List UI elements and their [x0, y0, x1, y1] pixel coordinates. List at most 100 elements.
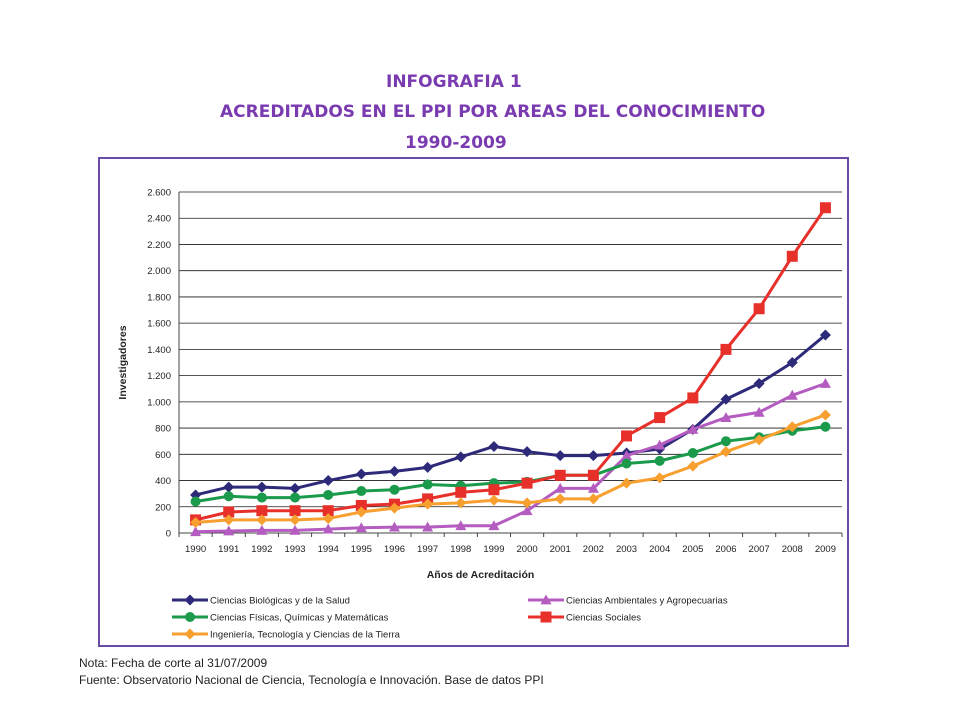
- chart-year-range: 1990-2009: [405, 133, 507, 153]
- data-point-ciencias-sociales: [289, 505, 301, 517]
- data-point-ciencias-biologicas-y-de-la-salud: [289, 482, 301, 494]
- x-tick-label: 2004: [649, 544, 670, 555]
- y-axis-title: Investigadores: [117, 325, 129, 399]
- data-point-ciencias-ambientales-y-agropecuarias: [289, 524, 301, 535]
- data-point-ciencias-ambientales-y-agropecuarias: [488, 520, 500, 531]
- x-tick-label: 2002: [583, 544, 604, 555]
- data-point-ciencias-sociales: [521, 477, 533, 489]
- data-point-ciencias-biologicas-y-de-la-salud: [422, 461, 434, 473]
- series-line-ciencias-sociales: [195, 206, 827, 522]
- data-point-ingenieria-tecnologia-y-ciencias-de-la-tierra: [554, 493, 566, 505]
- data-point-ciencias-ambientales-y-agropecuarias: [422, 521, 434, 532]
- series-line-ingenieria-tecnologia-y-ciencias-de-la-tierra: [195, 413, 826, 525]
- data-point-ciencias-sociales: [455, 486, 467, 498]
- data-point-ciencias-biologicas-y-de-la-salud: [322, 475, 334, 487]
- infographic-number: INFOGRAFIA 1: [386, 72, 522, 92]
- data-point-ingenieria-tecnologia-y-ciencias-de-la-tierra: [256, 514, 268, 526]
- x-tick-label: 1992: [251, 544, 272, 555]
- data-point-ingenieria-tecnologia-y-ciencias-de-la-tierra: [488, 494, 500, 506]
- data-point-ciencias-fisicas-quimicas-y-matematicas: [256, 492, 267, 503]
- data-point-ciencias-ambientales-y-agropecuarias: [455, 520, 467, 531]
- y-tick-label: 2.600: [147, 188, 171, 199]
- data-point-ciencias-ambientales-y-agropecuarias: [322, 523, 334, 534]
- y-tick-label: 200: [155, 502, 171, 513]
- data-point-ciencias-fisicas-quimicas-y-matematicas: [654, 455, 665, 466]
- data-point-ciencias-ambientales-y-agropecuarias: [753, 406, 765, 417]
- x-tick-label: 2000: [517, 544, 538, 555]
- data-point-ciencias-ambientales-y-agropecuarias: [223, 525, 235, 536]
- y-tick-label: 800: [155, 424, 171, 435]
- data-point-ciencias-sociales: [554, 469, 566, 481]
- y-tick-label: 400: [155, 476, 171, 487]
- data-point-ciencias-fisicas-quimicas-y-matematicas: [820, 421, 831, 432]
- y-tick-label: 1.000: [147, 397, 171, 408]
- x-tick-label: 2006: [715, 544, 736, 555]
- data-point-ciencias-fisicas-quimicas-y-matematicas: [290, 492, 301, 503]
- legend-marker-ciencias-sociales: [540, 611, 552, 623]
- data-point-ingenieria-tecnologia-y-ciencias-de-la-tierra: [687, 460, 699, 472]
- data-point-ciencias-sociales: [786, 250, 798, 262]
- data-point-ciencias-ambientales-y-agropecuarias: [388, 521, 400, 532]
- y-tick-label: 1.400: [147, 345, 171, 356]
- data-point-ciencias-biologicas-y-de-la-salud: [753, 377, 765, 389]
- data-point-ciencias-sociales: [322, 505, 334, 517]
- data-point-ciencias-biologicas-y-de-la-salud: [223, 481, 235, 493]
- data-point-ciencias-biologicas-y-de-la-salud: [786, 357, 798, 368]
- data-point-ciencias-biologicas-y-de-la-salud: [720, 393, 732, 405]
- x-tick-label: 2008: [782, 544, 803, 555]
- y-tick-label: 2.200: [147, 240, 171, 251]
- data-point-ciencias-sociales: [256, 505, 268, 517]
- data-point-ciencias-sociales: [720, 343, 732, 355]
- x-tick-label: 1994: [318, 544, 339, 555]
- x-tick-label: 2001: [550, 544, 571, 555]
- data-point-ciencias-ambientales-y-agropecuarias: [786, 389, 798, 400]
- data-point-ciencias-biologicas-y-de-la-salud: [554, 450, 566, 462]
- data-point-ingenieria-tecnologia-y-ciencias-de-la-tierra: [621, 477, 633, 489]
- data-point-ingenieria-tecnologia-y-ciencias-de-la-tierra: [289, 514, 301, 526]
- data-point-ciencias-ambientales-y-agropecuarias: [554, 482, 566, 493]
- data-point-ingenieria-tecnologia-y-ciencias-de-la-tierra: [223, 514, 235, 526]
- legend-marker-ciencias-biologicas-y-de-la-salud: [184, 594, 196, 606]
- data-point-ciencias-biologicas-y-de-la-salud: [587, 450, 599, 462]
- legend-marker-ciencias-ambientales-y-agropecuarias: [540, 594, 552, 605]
- data-point-ciencias-ambientales-y-agropecuarias: [687, 423, 699, 434]
- x-tick-label: 1993: [284, 544, 305, 555]
- data-point-ciencias-fisicas-quimicas-y-matematicas: [422, 479, 433, 490]
- data-point-ciencias-biologicas-y-de-la-salud: [455, 451, 467, 463]
- x-axis-title: Años de Acreditación: [427, 569, 535, 581]
- x-tick-label: 1990: [185, 544, 206, 555]
- data-point-ciencias-sociales: [587, 469, 599, 481]
- data-point-ciencias-ambientales-y-agropecuarias: [654, 439, 666, 450]
- data-point-ciencias-sociales: [488, 484, 500, 496]
- data-point-ingenieria-tecnologia-y-ciencias-de-la-tierra: [819, 409, 831, 421]
- data-point-ingenieria-tecnologia-y-ciencias-de-la-tierra: [455, 497, 467, 509]
- x-tick-label: 2005: [682, 544, 703, 555]
- line-chart: 0 200 400 600 800 1.000 1.200 1.400 1.600 1.800 2.…: [117, 188, 843, 641]
- data-point-ciencias-fisicas-quimicas-y-matematicas: [621, 458, 632, 469]
- x-tick-label: 1999: [483, 544, 504, 555]
- data-point-ingenieria-tecnologia-y-ciencias-de-la-tierra: [786, 421, 798, 433]
- data-point-ciencias-fisicas-quimicas-y-matematicas: [389, 484, 400, 495]
- data-point-ingenieria-tecnologia-y-ciencias-de-la-tierra: [521, 497, 533, 509]
- data-point-ciencias-ambientales-y-agropecuarias: [819, 377, 831, 388]
- x-tick-label: 1998: [450, 544, 471, 555]
- legend-label-ciencias-sociales: Ciencias Sociales: [566, 613, 641, 624]
- x-tick-label: 1996: [384, 544, 405, 555]
- legend-label-ciencias-ambientales-y-agropecuarias: Ciencias Ambientales y Agropecuarias: [566, 596, 728, 607]
- data-point-ciencias-sociales: [223, 506, 235, 518]
- data-point-ciencias-ambientales-y-agropecuarias: [587, 482, 599, 493]
- series-line-ciencias-fisicas-quimicas-y-matematicas: [195, 425, 826, 504]
- data-point-ingenieria-tecnologia-y-ciencias-de-la-tierra: [422, 498, 434, 510]
- y-tick-label: 1.800: [147, 292, 171, 303]
- data-point-ingenieria-tecnologia-y-ciencias-de-la-tierra: [587, 493, 599, 505]
- data-point-ciencias-fisicas-quimicas-y-matematicas: [687, 447, 698, 458]
- legend-marker-ciencias-fisicas-quimicas-y-matematicas: [185, 612, 195, 622]
- data-point-ciencias-sociales: [355, 499, 367, 511]
- data-point-ciencias-sociales: [621, 430, 633, 442]
- data-point-ciencias-biologicas-y-de-la-salud: [819, 329, 831, 341]
- data-point-ciencias-biologicas-y-de-la-salud: [388, 465, 400, 477]
- data-point-ciencias-biologicas-y-de-la-salud: [256, 481, 268, 493]
- series-line-ciencias-biologicas-y-de-la-salud: [195, 333, 827, 497]
- y-tick-label: 0: [166, 529, 171, 540]
- x-tick-label: 2007: [749, 544, 770, 555]
